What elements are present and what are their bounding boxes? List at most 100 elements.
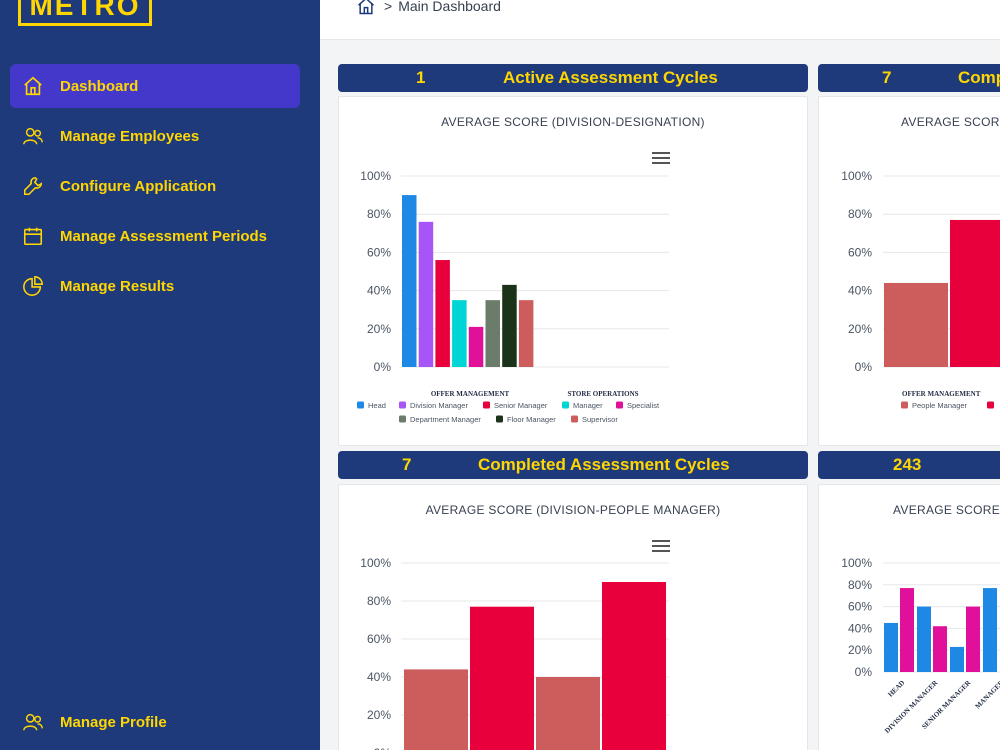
y-tick-label: 80% bbox=[848, 578, 872, 592]
sidebar-item-configure-application[interactable]: Configure Application bbox=[10, 164, 300, 208]
bar bbox=[933, 626, 947, 672]
home-icon bbox=[20, 73, 46, 99]
y-tick-label: 100% bbox=[360, 169, 391, 183]
legend-swatch bbox=[483, 401, 490, 409]
legend-swatch bbox=[562, 401, 569, 409]
bar bbox=[435, 260, 450, 367]
sidebar-item-manage-profile[interactable]: Manage Profile bbox=[10, 700, 300, 744]
legend-swatch bbox=[571, 415, 578, 423]
breadcrumb-current: Main Dashboard bbox=[398, 0, 501, 14]
wrench-icon bbox=[20, 173, 46, 199]
bar bbox=[917, 606, 931, 672]
users-icon bbox=[20, 709, 46, 735]
breadcrumb-separator: > bbox=[384, 0, 393, 14]
legend-label: Floor Manager bbox=[507, 415, 556, 424]
card-count: 1 bbox=[416, 68, 426, 87]
legend-label: Specialist bbox=[627, 401, 660, 410]
sidebar-item-label: Manage Assessment Periods bbox=[60, 227, 268, 245]
chart-title: AVERAGE SCORE( bbox=[893, 503, 1000, 517]
legend-swatch bbox=[399, 415, 406, 423]
card-title: Comp bbox=[958, 68, 1000, 87]
sidebar-item-label: Manage Employees bbox=[60, 127, 200, 145]
bar bbox=[950, 646, 964, 672]
calendar-icon bbox=[20, 223, 46, 249]
y-tick-label: 60% bbox=[848, 600, 872, 614]
y-tick-label: 80% bbox=[367, 594, 391, 608]
y-tick-label: 40% bbox=[848, 284, 872, 298]
card-count: 243 bbox=[893, 455, 922, 474]
y-tick-label: 20% bbox=[848, 322, 872, 336]
sidebar-item-manage-employees[interactable]: Manage Employees bbox=[10, 114, 300, 158]
chart-title: AVERAGE SCOR bbox=[901, 115, 1000, 129]
y-tick-label: 80% bbox=[367, 207, 391, 221]
legend-swatch bbox=[357, 401, 364, 409]
sidebar-item-dashboard[interactable]: Dashboard bbox=[10, 64, 300, 108]
y-tick-label: 0% bbox=[855, 665, 873, 679]
chart-panel-division-designation: AVERAGE SCORE (DIVISION-DESIGNATION) 0% 2… bbox=[338, 96, 808, 446]
home-icon[interactable] bbox=[356, 0, 376, 16]
legend-label: Department Manager bbox=[410, 415, 481, 424]
x-category-label: OFFER MANAGEMENT bbox=[431, 390, 510, 398]
sidebar-item-label: Dashboard bbox=[60, 77, 139, 95]
y-tick-label: 80% bbox=[848, 207, 872, 221]
pie-chart-icon bbox=[20, 273, 46, 299]
y-tick-label: 60% bbox=[848, 245, 872, 259]
bar bbox=[468, 326, 484, 367]
y-tick-label: 40% bbox=[367, 284, 391, 298]
card-header-employees-count: 243 bbox=[818, 451, 1000, 479]
card-count: 7 bbox=[402, 455, 412, 474]
bar bbox=[983, 588, 997, 672]
card-count: 7 bbox=[882, 68, 892, 87]
sidebar-item-label: Manage Results bbox=[60, 277, 175, 295]
legend-label: Head bbox=[368, 401, 386, 410]
y-tick-label: 0% bbox=[855, 360, 873, 374]
legend-label: Supervisor bbox=[582, 415, 618, 424]
sidebar-item-label: Configure Application bbox=[60, 177, 217, 195]
bar bbox=[402, 195, 417, 367]
y-tick-label: 40% bbox=[367, 670, 391, 684]
chart-menu-icon[interactable] bbox=[652, 540, 670, 554]
bar bbox=[502, 284, 517, 367]
legend-label: Manager bbox=[573, 401, 603, 410]
sidebar-item-label: Manage Profile bbox=[60, 713, 167, 731]
x-category-label: HEAD bbox=[886, 679, 906, 699]
card-title: Completed Assessment Cycles bbox=[478, 455, 730, 474]
bar bbox=[884, 282, 948, 367]
bar bbox=[884, 622, 898, 672]
chart-title: AVERAGE SCORE (DIVISION-PEOPLE MANAGER) bbox=[425, 503, 721, 517]
y-tick-label: 0% bbox=[374, 360, 392, 374]
metro-logo[interactable]: METRO bbox=[18, 0, 152, 26]
y-tick-label: 60% bbox=[367, 632, 391, 646]
bar bbox=[900, 588, 914, 672]
y-tick-label: 40% bbox=[848, 621, 872, 635]
sidebar-item-manage-results[interactable]: Manage Results bbox=[10, 264, 300, 308]
sidebar-item-manage-assessment-periods[interactable]: Manage Assessment Periods bbox=[10, 214, 300, 258]
legend-swatch bbox=[496, 415, 503, 423]
legend-swatch bbox=[616, 401, 623, 409]
y-tick-label: 20% bbox=[367, 708, 391, 722]
chart-panel-division-people-manager: AVERAGE SCORE (DIVISION-PEOPLE MANAGER) … bbox=[338, 484, 808, 750]
y-tick-label: 0% bbox=[374, 746, 392, 750]
bar bbox=[485, 300, 500, 367]
legend-label: Senior Manager bbox=[494, 401, 548, 410]
top-header: > Main Dashboard bbox=[320, 0, 1000, 40]
y-tick-label: 60% bbox=[367, 245, 391, 259]
x-category-label: OFFER MANAGEMENT bbox=[902, 390, 981, 398]
bar bbox=[602, 582, 666, 750]
breadcrumb: > Main Dashboard bbox=[356, 0, 501, 16]
bar bbox=[452, 300, 467, 367]
y-tick-label: 20% bbox=[367, 322, 391, 336]
y-tick-label: 100% bbox=[841, 556, 872, 570]
x-category-label: STORE OPERATIONS bbox=[567, 390, 638, 398]
legend-label: Division Manager bbox=[410, 401, 468, 410]
chart-panel-division-people-manager-partial: AVERAGE SCOR 0% 20% 40% 60% 80% 100% OFFER MAN… bbox=[818, 96, 1000, 446]
bar bbox=[470, 606, 534, 750]
chart-svg: 0% 20% 40% 60% 80% 100% OFFER MANAGEMENT People… bbox=[841, 169, 1000, 410]
y-tick-label: 100% bbox=[360, 556, 391, 570]
x-category-label: MANAGER bbox=[974, 678, 1000, 710]
card-header-completed-cycles: 7 Completed Assessment Cycles bbox=[338, 451, 808, 479]
card-title: Active Assessment Cycles bbox=[503, 68, 718, 87]
bar bbox=[536, 677, 600, 750]
chart-menu-icon[interactable] bbox=[652, 152, 670, 166]
legend-swatch bbox=[399, 401, 406, 409]
